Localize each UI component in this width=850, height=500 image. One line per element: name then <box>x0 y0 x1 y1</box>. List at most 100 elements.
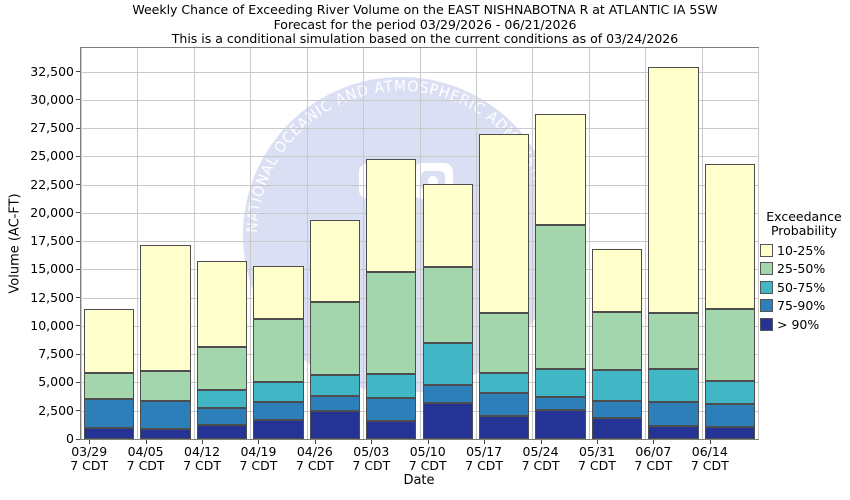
x-tick-label: 04/19 7 CDT <box>231 445 285 473</box>
x-tick-date: 04/12 <box>184 444 221 459</box>
bar-segment <box>196 347 248 391</box>
x-tick-label: 06/07 7 CDT <box>626 445 680 473</box>
x-tick-label: 05/31 7 CDT <box>570 445 624 473</box>
bar-segment <box>253 382 304 403</box>
y-tick-mark <box>76 268 80 270</box>
bar-segment <box>140 400 191 430</box>
bar-segment <box>478 373 530 393</box>
x-tick-time: 7 CDT <box>183 458 221 473</box>
legend-swatch <box>760 262 773 276</box>
legend-swatch <box>760 299 773 313</box>
bar-segment <box>309 411 361 439</box>
plot-area: NATIONAL OCEANIC AND ATMOSPHERIC ADMINIS… <box>80 47 759 440</box>
v-gridline <box>250 48 252 439</box>
bar-segment <box>253 420 304 439</box>
x-tick-mark <box>202 440 204 444</box>
legend-entries: 10-25% 25-50% 50-75% 75-90% > 90% <box>760 241 848 334</box>
x-tick-date: 05/24 <box>522 444 559 459</box>
legend-entry-label: 25-50% <box>777 261 826 277</box>
v-gridline <box>419 48 421 439</box>
bar-segment <box>535 409 586 439</box>
bar-segment <box>140 371 191 401</box>
legend-entry-label: 75-90% <box>777 298 826 314</box>
x-tick-date: 05/10 <box>409 444 446 459</box>
bar-segment <box>309 302 361 375</box>
x-tick-mark <box>596 440 598 444</box>
y-tick-label: 25,000 <box>30 148 74 164</box>
bar-segment <box>535 113 586 225</box>
bar-segment <box>704 309 755 381</box>
legend-title: Exceedance Probability <box>760 210 848 238</box>
x-tick-mark <box>484 440 486 444</box>
legend-swatch <box>760 243 773 257</box>
legend-entry-label: 50-75% <box>777 279 826 295</box>
x-tick-mark <box>653 440 655 444</box>
y-tick-label: 20,000 <box>30 204 74 220</box>
bar-segment <box>704 403 755 428</box>
bar-segment <box>422 384 473 403</box>
y-tick-mark <box>76 71 80 73</box>
x-tick-time: 7 CDT <box>577 458 616 473</box>
x-tick-date: 03/29 <box>71 444 108 459</box>
legend-swatch <box>760 317 773 331</box>
legend-entry: 25-50% <box>760 260 848 279</box>
x-tick-date: 04/19 <box>240 444 277 459</box>
chart-title-line3: This is a conditional simulation based o… <box>171 31 679 46</box>
bar-segment <box>591 249 643 312</box>
v-gridline <box>532 48 534 439</box>
v-gridline <box>701 48 703 439</box>
x-tick-mark <box>89 440 91 444</box>
bar-segment <box>535 397 586 410</box>
bar-segment <box>535 369 586 398</box>
v-gridline <box>81 48 82 439</box>
bar-segment <box>253 265 304 319</box>
y-tick-label: 30,000 <box>30 91 74 107</box>
bar-segment <box>366 158 417 272</box>
x-tick-mark <box>371 440 373 444</box>
y-tick-mark <box>76 410 80 412</box>
x-tick-label: 06/14 7 CDT <box>683 445 737 473</box>
bar-segment <box>704 380 755 404</box>
bar-segment <box>309 219 361 303</box>
x-tick-label: 04/26 7 CDT <box>288 445 342 473</box>
v-gridline <box>363 48 365 439</box>
y-tick-mark <box>76 297 80 299</box>
bar-segment <box>196 425 248 439</box>
bar-segment <box>196 390 248 408</box>
bar-segment <box>648 66 699 314</box>
bar-segment <box>366 398 417 422</box>
y-tick-label: 27,500 <box>30 120 74 136</box>
bar-segment <box>591 400 643 418</box>
y-tick-mark <box>76 99 80 101</box>
x-tick-date: 04/26 <box>296 444 333 459</box>
x-tick-label: 04/12 7 CDT <box>175 445 229 473</box>
y-tick-label: 32,500 <box>30 63 74 79</box>
bar-segment <box>366 271 417 374</box>
y-tick-label: 15,000 <box>30 261 74 277</box>
bar-segment <box>140 429 191 439</box>
y-tick-mark <box>76 240 80 242</box>
bar-segment <box>84 427 135 439</box>
x-tick-date: 05/03 <box>353 444 390 459</box>
bar-segment <box>84 398 135 428</box>
v-gridline <box>645 48 647 439</box>
x-tick-time: 7 CDT <box>521 458 560 473</box>
x-tick-mark <box>709 440 711 444</box>
x-tick-label: 05/03 7 CDT <box>344 445 398 473</box>
x-tick-date: 05/17 <box>466 444 503 459</box>
y-tick-label: 22,500 <box>30 176 74 192</box>
x-tick-time: 7 CDT <box>295 458 334 473</box>
y-tick-mark <box>76 325 80 327</box>
legend-title-line2: Probability <box>770 223 838 238</box>
legend-entry: > 90% <box>760 315 848 334</box>
x-tick-time: 7 CDT <box>634 458 673 473</box>
bar-segment <box>309 396 361 412</box>
bar-segment <box>84 309 135 373</box>
x-tick-label: 05/17 7 CDT <box>457 445 511 473</box>
y-tick-label: 7,500 <box>38 346 74 362</box>
bar-segment <box>84 372 135 399</box>
legend-entry-label: 10-25% <box>777 242 826 258</box>
x-tick-date: 05/31 <box>578 444 615 459</box>
v-gridline <box>193 48 195 439</box>
